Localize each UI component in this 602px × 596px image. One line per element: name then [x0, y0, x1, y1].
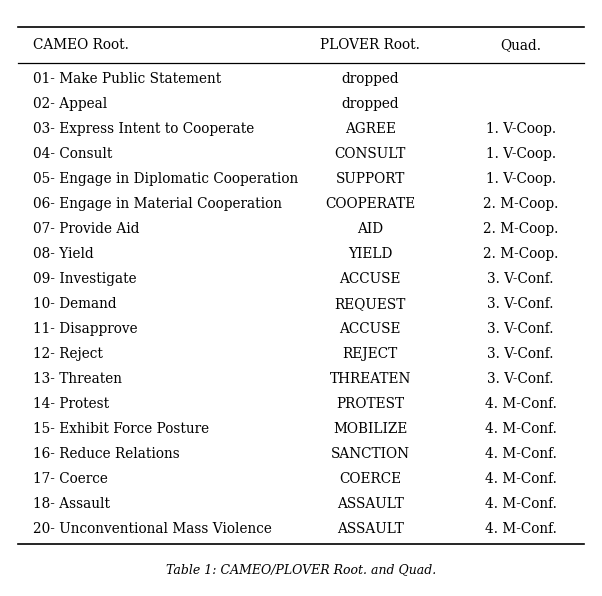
- Text: 10- Demand: 10- Demand: [33, 297, 117, 311]
- Text: ASSAULT: ASSAULT: [337, 522, 404, 536]
- Text: 4. M-Conf.: 4. M-Conf.: [485, 447, 557, 461]
- Text: 3. V-Conf.: 3. V-Conf.: [488, 297, 554, 311]
- Text: Table 1: CAMEO/PLOVER Root. and Quad.: Table 1: CAMEO/PLOVER Root. and Quad.: [166, 563, 436, 576]
- Text: 12- Reject: 12- Reject: [33, 347, 103, 361]
- Text: ASSAULT: ASSAULT: [337, 497, 404, 511]
- Text: 15- Exhibit Force Posture: 15- Exhibit Force Posture: [33, 422, 209, 436]
- Text: 11- Disapprove: 11- Disapprove: [33, 322, 138, 336]
- Text: 4. M-Conf.: 4. M-Conf.: [485, 472, 557, 486]
- Text: 4. M-Conf.: 4. M-Conf.: [485, 422, 557, 436]
- Text: 4. M-Conf.: 4. M-Conf.: [485, 497, 557, 511]
- Text: COOPERATE: COOPERATE: [325, 197, 415, 211]
- Text: 06- Engage in Material Cooperation: 06- Engage in Material Cooperation: [33, 197, 282, 211]
- Text: 04- Consult: 04- Consult: [33, 147, 113, 161]
- Text: 01- Make Public Statement: 01- Make Public Statement: [33, 72, 222, 86]
- Text: PLOVER Root.: PLOVER Root.: [320, 38, 420, 52]
- Text: ACCUSE: ACCUSE: [340, 272, 401, 286]
- Text: 18- Assault: 18- Assault: [33, 497, 110, 511]
- Text: 14- Protest: 14- Protest: [33, 397, 109, 411]
- Text: SANCTION: SANCTION: [330, 447, 410, 461]
- Text: ACCUSE: ACCUSE: [340, 322, 401, 336]
- Text: REJECT: REJECT: [343, 347, 398, 361]
- Text: 1. V-Coop.: 1. V-Coop.: [486, 147, 556, 161]
- Text: 4. M-Conf.: 4. M-Conf.: [485, 522, 557, 536]
- Text: 08- Yield: 08- Yield: [33, 247, 94, 261]
- Text: 17- Coerce: 17- Coerce: [33, 472, 108, 486]
- Text: 3. V-Conf.: 3. V-Conf.: [488, 372, 554, 386]
- Text: Quad.: Quad.: [500, 38, 541, 52]
- Text: 13- Threaten: 13- Threaten: [33, 372, 122, 386]
- Text: 03- Express Intent to Cooperate: 03- Express Intent to Cooperate: [33, 122, 255, 136]
- Text: CAMEO Root.: CAMEO Root.: [33, 38, 129, 52]
- Text: MOBILIZE: MOBILIZE: [333, 422, 408, 436]
- Text: 02- Appeal: 02- Appeal: [33, 97, 107, 111]
- Text: CONSULT: CONSULT: [335, 147, 406, 161]
- Text: 1. V-Coop.: 1. V-Coop.: [486, 172, 556, 186]
- Text: 3. V-Conf.: 3. V-Conf.: [488, 322, 554, 336]
- Text: 09- Investigate: 09- Investigate: [33, 272, 137, 286]
- Text: COERCE: COERCE: [339, 472, 402, 486]
- Text: REQUEST: REQUEST: [335, 297, 406, 311]
- Text: 16- Reduce Relations: 16- Reduce Relations: [33, 447, 180, 461]
- Text: YIELD: YIELD: [348, 247, 393, 261]
- Text: 4. M-Conf.: 4. M-Conf.: [485, 397, 557, 411]
- Text: dropped: dropped: [341, 97, 399, 111]
- Text: PROTEST: PROTEST: [336, 397, 405, 411]
- Text: 05- Engage in Diplomatic Cooperation: 05- Engage in Diplomatic Cooperation: [33, 172, 299, 186]
- Text: 3. V-Conf.: 3. V-Conf.: [488, 272, 554, 286]
- Text: 07- Provide Aid: 07- Provide Aid: [33, 222, 140, 236]
- Text: SUPPORT: SUPPORT: [335, 172, 405, 186]
- Text: 2. M-Coop.: 2. M-Coop.: [483, 197, 559, 211]
- Text: dropped: dropped: [341, 72, 399, 86]
- Text: AID: AID: [357, 222, 383, 236]
- Text: THREATEN: THREATEN: [329, 372, 411, 386]
- Text: AGREE: AGREE: [345, 122, 396, 136]
- Text: 20- Unconventional Mass Violence: 20- Unconventional Mass Violence: [33, 522, 272, 536]
- Text: 2. M-Coop.: 2. M-Coop.: [483, 222, 559, 236]
- Text: 1. V-Coop.: 1. V-Coop.: [486, 122, 556, 136]
- Text: 2. M-Coop.: 2. M-Coop.: [483, 247, 559, 261]
- Text: 3. V-Conf.: 3. V-Conf.: [488, 347, 554, 361]
